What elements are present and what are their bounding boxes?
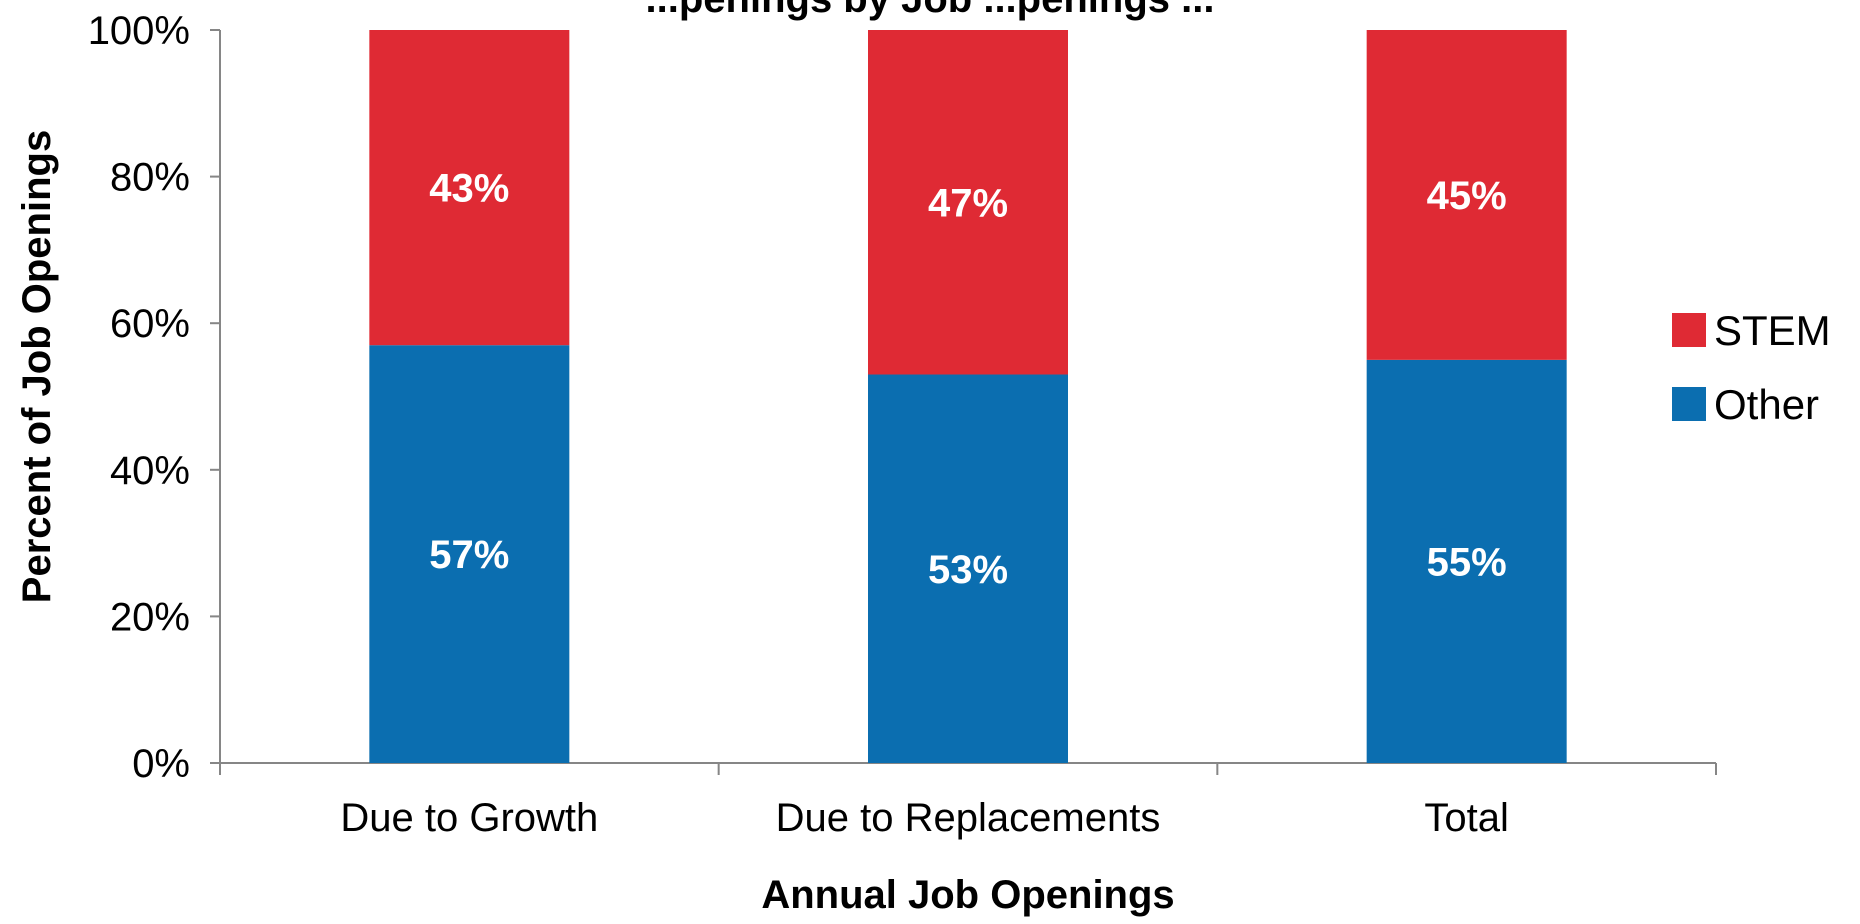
legend-swatch-other <box>1672 387 1706 421</box>
title-layer: ...penings by Job ...penings ... <box>646 0 1215 21</box>
bar-other <box>868 374 1068 763</box>
data-label: 43% <box>429 167 509 211</box>
data-label: 53% <box>928 548 1008 592</box>
legend: STEM Other <box>1672 307 1831 428</box>
bar-stem <box>1366 30 1567 360</box>
data-label: 57% <box>429 533 509 577</box>
y-axis-title: Percent of Job Openings <box>15 130 59 603</box>
x-axis-title: Annual Job Openings <box>761 873 1174 917</box>
y-tick-label: 40% <box>110 449 190 493</box>
y-tick-label: 20% <box>110 595 190 639</box>
x-tick-label: Total <box>1424 796 1509 840</box>
y-tick-label: 80% <box>110 156 190 200</box>
x-tick-label: Due to Growth <box>340 796 598 840</box>
bar-stem <box>868 30 1068 375</box>
data-label: 45% <box>1427 174 1507 218</box>
data-label: 55% <box>1427 540 1507 584</box>
y-tick-label: 100% <box>88 9 190 53</box>
bar-stem <box>369 30 570 346</box>
bar-other <box>369 345 570 763</box>
legend-swatch-stem <box>1672 313 1706 347</box>
labels-layer: 57% 43% 53% 47% 55% 45% <box>429 167 1506 592</box>
chart-title: ...penings by Job ...penings ... <box>646 0 1215 21</box>
x-tick-label: Due to Replacements <box>776 796 1161 840</box>
y-tick-label: 60% <box>110 302 190 346</box>
y-tick-label: 0% <box>132 742 190 786</box>
legend-label-stem: STEM <box>1714 307 1831 354</box>
bars-layer <box>369 30 1567 763</box>
legend-label-other: Other <box>1714 381 1819 428</box>
bar-other <box>1366 359 1567 763</box>
axes-layer: 0% 20% 40% 60% 80% 100% Due to Growth Due to Re… <box>88 9 1717 840</box>
data-label: 47% <box>928 181 1008 225</box>
